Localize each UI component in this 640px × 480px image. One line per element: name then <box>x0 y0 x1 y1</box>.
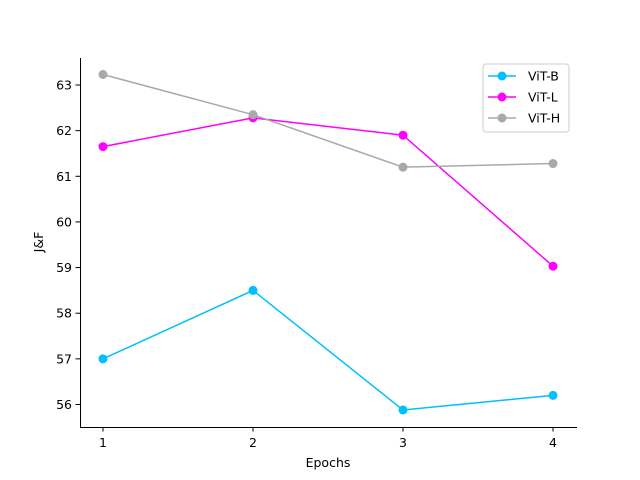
x-tick-label: 3 <box>399 435 407 450</box>
y-axis-title: J&F <box>31 232 46 254</box>
legend-marker-vit-h <box>497 113 507 123</box>
data-point-vit-h <box>98 70 108 80</box>
series-line-vit-b <box>102 289 554 411</box>
y-tick-label: 58 <box>56 306 72 321</box>
y-tick-label: 60 <box>56 214 72 229</box>
data-point-vit-b <box>98 354 108 364</box>
y-tick-label: 62 <box>56 123 72 138</box>
legend-label-vit-l: ViT-L <box>528 90 558 105</box>
x-ticks: 1 2 3 4 <box>99 427 557 450</box>
data-point-vit-h <box>248 110 258 120</box>
data-point-vit-b <box>248 285 258 295</box>
y-tick-label: 57 <box>56 351 72 366</box>
legend: ViT-B ViT-L ViT-H <box>482 63 570 133</box>
series-line-vit-l <box>102 117 554 267</box>
x-axis-title: Epochs <box>306 455 351 470</box>
series-layer <box>98 70 558 415</box>
data-point-vit-h <box>398 162 408 172</box>
data-point-vit-l <box>98 142 108 152</box>
data-point-vit-l <box>398 130 408 140</box>
legend-label-vit-b: ViT-B <box>528 69 559 84</box>
data-point-vit-l <box>548 261 558 271</box>
y-tick-label: 63 <box>56 78 72 93</box>
x-tick-label: 4 <box>549 435 557 450</box>
y-tick-label: 59 <box>56 260 72 275</box>
x-tick-label: 2 <box>249 435 257 450</box>
y-tick-label: 61 <box>56 169 72 184</box>
data-point-vit-b <box>398 405 408 415</box>
legend-label-vit-h: ViT-H <box>528 111 560 126</box>
x-tick-label: 1 <box>99 435 107 450</box>
data-point-vit-h <box>548 159 558 169</box>
y-ticks: 56 57 58 59 60 61 62 63 <box>56 78 80 412</box>
data-point-vit-b <box>548 390 558 400</box>
y-tick-label: 56 <box>56 397 72 412</box>
series-line-vit-h <box>102 73 554 168</box>
axes-layer <box>80 58 577 428</box>
legend-marker-vit-l <box>497 92 507 102</box>
legend-marker-vit-b <box>497 71 507 81</box>
